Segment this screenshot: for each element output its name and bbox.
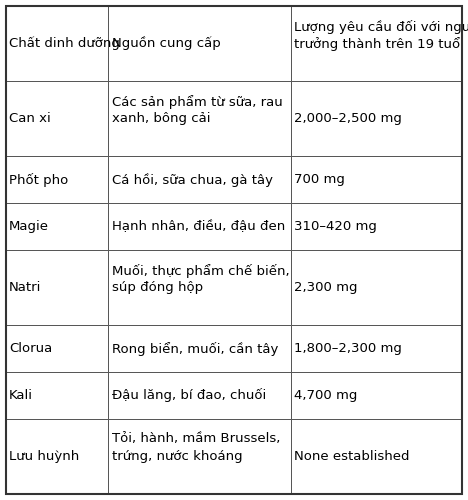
Text: 2,000–2,500 mg: 2,000–2,500 mg xyxy=(294,112,402,125)
Text: Muối, thực phẩm chế biến,: Muối, thực phẩm chế biến, xyxy=(112,264,289,278)
Bar xyxy=(291,81,462,156)
Text: Tỏi, hành, mầm Brussels,: Tỏi, hành, mầm Brussels, xyxy=(112,432,280,446)
Text: Chất dinh dưỡng: Chất dinh dưỡng xyxy=(9,37,120,51)
Text: Phốt pho: Phốt pho xyxy=(9,172,68,186)
Bar xyxy=(109,325,291,372)
Text: Rong biển, muối, cần tây: Rong biển, muối, cần tây xyxy=(112,342,278,355)
Text: 1,800–2,300 mg: 1,800–2,300 mg xyxy=(294,342,402,355)
Text: 4,700 mg: 4,700 mg xyxy=(294,389,358,402)
Bar xyxy=(291,203,462,250)
Bar xyxy=(109,203,291,250)
Text: 2,300 mg: 2,300 mg xyxy=(294,281,358,294)
Bar xyxy=(109,81,291,156)
Text: Clorua: Clorua xyxy=(9,342,52,355)
Text: 310–420 mg: 310–420 mg xyxy=(294,220,377,233)
Bar xyxy=(6,203,109,250)
Text: xanh, bông cải: xanh, bông cải xyxy=(112,112,210,126)
Text: trứng, nước khoáng: trứng, nước khoáng xyxy=(112,450,242,463)
Text: Lượng yêu cầu đối với người: Lượng yêu cầu đối với người xyxy=(294,20,468,34)
Bar xyxy=(6,419,109,494)
Bar xyxy=(291,419,462,494)
Bar xyxy=(109,419,291,494)
Bar xyxy=(6,250,109,325)
Text: trưởng thành trên 19 tuổi: trưởng thành trên 19 tuổi xyxy=(294,38,464,52)
Bar xyxy=(291,372,462,419)
Text: Can xi: Can xi xyxy=(9,112,51,125)
Bar xyxy=(109,156,291,203)
Bar xyxy=(6,325,109,372)
Bar xyxy=(6,81,109,156)
Bar xyxy=(109,6,291,81)
Text: 700 mg: 700 mg xyxy=(294,173,345,186)
Text: súp đóng hộp: súp đóng hộp xyxy=(112,282,203,294)
Bar xyxy=(6,156,109,203)
Bar xyxy=(291,250,462,325)
Bar xyxy=(6,372,109,419)
Text: None established: None established xyxy=(294,450,410,463)
Text: Nguồn cung cấp: Nguồn cung cấp xyxy=(112,36,220,51)
Text: Đậu lăng, bí đao, chuối: Đậu lăng, bí đao, chuối xyxy=(112,388,266,402)
Bar xyxy=(109,372,291,419)
Bar xyxy=(291,6,462,81)
Text: Natri: Natri xyxy=(9,281,41,294)
Bar xyxy=(6,6,109,81)
Bar xyxy=(291,325,462,372)
Text: Magie: Magie xyxy=(9,220,49,233)
Text: Hạnh nhân, điều, đậu đen: Hạnh nhân, điều, đậu đen xyxy=(112,220,285,233)
Text: Kali: Kali xyxy=(9,389,33,402)
Text: Các sản phẩm từ sữa, rau: Các sản phẩm từ sữa, rau xyxy=(112,94,282,108)
Text: Lưu huỳnh: Lưu huỳnh xyxy=(9,450,79,463)
Text: Cá hồi, sữa chua, gà tây: Cá hồi, sữa chua, gà tây xyxy=(112,172,273,186)
Bar xyxy=(109,250,291,325)
Bar xyxy=(291,156,462,203)
